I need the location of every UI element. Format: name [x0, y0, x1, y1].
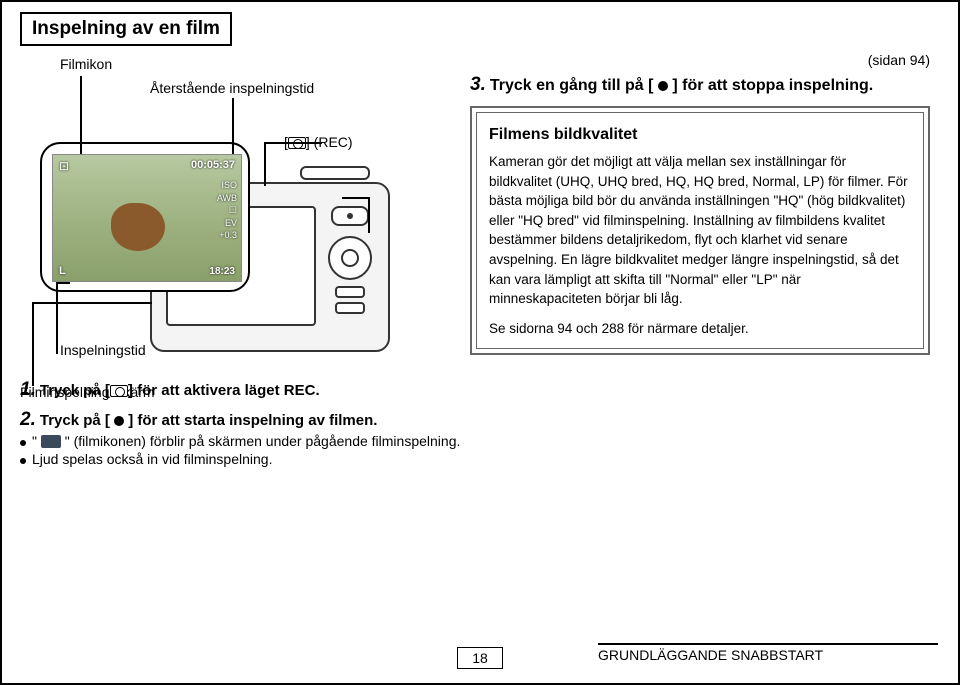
- footer-section: GRUNDLÄGGANDE SNABBSTART: [598, 647, 823, 663]
- dot-icon: [114, 416, 124, 426]
- label-filmikon: Filmikon: [60, 56, 112, 72]
- connector-line: [264, 142, 266, 186]
- step-3: 3.Tryck en gång till på [ ] för att stop…: [470, 74, 930, 96]
- top-row: Filmikon Återstående inspelningstid [] (…: [20, 52, 940, 355]
- right-column: (sidan 94) 3.Tryck en gång till på [ ] f…: [470, 52, 930, 355]
- info-box: Filmens bildkvalitet Kameran gör det möj…: [476, 112, 924, 349]
- step-2-sub2-text: Ljud spelas också in vid filminspelning.: [32, 451, 272, 467]
- step-2-text-b: ] för att starta inspelning av filmen.: [124, 412, 377, 429]
- connector-line: [264, 142, 322, 144]
- footer-right: GRUNDLÄGGANDE SNABBSTART: [598, 643, 938, 663]
- info-more: Se sidorna 94 och 288 för närmare detalj…: [489, 319, 911, 339]
- diagram-area: Filmikon Återstående inspelningstid [] (…: [20, 52, 460, 355]
- connector-line: [32, 302, 152, 304]
- step-1-text-b: ] för att aktivera läget REC.: [128, 382, 320, 399]
- ss-time: 00:05:37: [191, 159, 235, 171]
- step-2-number: 2.: [20, 409, 36, 430]
- ss-side: ISO AWB ☐ EV +0.3: [217, 179, 237, 242]
- manual-page: Inspelning av en film Filmikon Återståen…: [0, 0, 960, 685]
- connector-line: [56, 282, 70, 284]
- info-body: Kameran gör det möjligt att välja mellan…: [489, 152, 911, 309]
- deer-shape: [111, 203, 165, 251]
- step-2-sub1: " " (filmikonen) förblir på skärmen unde…: [20, 433, 500, 449]
- step-2: 2.Tryck på [ ] för att starta inspelning…: [20, 409, 500, 467]
- ss-bt: 18:23: [209, 266, 235, 277]
- film-icon: [41, 435, 61, 448]
- page-reference: (sidan 94): [470, 52, 930, 68]
- connector-line: [80, 76, 82, 154]
- connector-line: [32, 302, 34, 386]
- step-2-sub1-b: " (filmikonen) förblir på skärmen under …: [61, 433, 461, 449]
- camera-icon: [110, 385, 128, 397]
- screen-callout: ⊡ 00:05:37 ISO AWB ☐ EV +0.3 L 18:23: [40, 142, 250, 292]
- camera-mini-button: [335, 302, 365, 314]
- camera-topbar: [300, 166, 370, 180]
- bullet-icon: [20, 440, 26, 446]
- label-filmskarm: Filminspelningsskärm: [20, 384, 155, 400]
- connector-line: [232, 98, 234, 154]
- label-inspelningstid: Inspelningstid: [60, 342, 146, 358]
- ss-bl: L: [59, 265, 66, 277]
- dot-icon: [658, 81, 668, 91]
- step-2-text-a: Tryck på [: [40, 412, 114, 429]
- camera-screenshot: ⊡ 00:05:37 ISO AWB ☐ EV +0.3 L 18:23: [52, 154, 242, 282]
- camera-mini-button: [335, 286, 365, 298]
- page-number: 18: [457, 647, 503, 669]
- step-3-text-b: ] för att stoppa inspelning.: [668, 77, 873, 94]
- info-box-outer: Filmens bildkvalitet Kameran gör det möj…: [470, 106, 930, 355]
- step-2-sub2: Ljud spelas också in vid filminspelning.: [20, 451, 500, 467]
- ss-topicon: ⊡: [59, 159, 69, 173]
- connector-line: [368, 197, 370, 233]
- page-title: Inspelning av en film: [20, 12, 232, 46]
- bullet-icon: [20, 458, 26, 464]
- step-3-text-a: Tryck en gång till på [: [490, 77, 658, 94]
- step-2-sub1-a: ": [32, 433, 41, 449]
- info-title: Filmens bildkvalitet: [489, 123, 911, 146]
- connector-line: [342, 197, 370, 199]
- connector-line: [56, 282, 58, 354]
- footer-rule: [598, 643, 938, 645]
- camera-dpad: [328, 236, 372, 280]
- camera-rec-button: [331, 206, 369, 226]
- step-3-number: 3.: [470, 74, 486, 95]
- label-aterstaende: Återstående inspelningstid: [150, 80, 314, 96]
